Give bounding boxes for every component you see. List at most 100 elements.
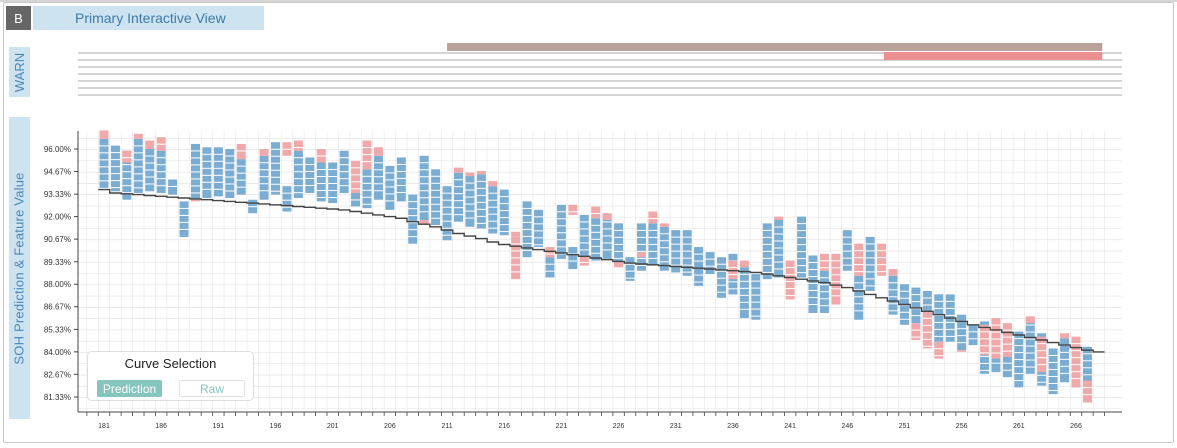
feature-bar-186[interactable] [156, 150, 166, 193]
deviation-bar-224[interactable] [591, 206, 601, 219]
feature-bar-239[interactable] [762, 223, 772, 280]
feature-bar-232[interactable] [682, 230, 692, 276]
deviation-bar-225[interactable] [602, 213, 612, 221]
feature-bar-227[interactable] [625, 257, 635, 281]
feature-bar-246[interactable] [842, 230, 852, 271]
feature-bar-249[interactable] [877, 243, 887, 276]
deviation-bar-230[interactable] [659, 223, 669, 227]
deviation-bar-236[interactable] [728, 260, 738, 280]
feature-bar-195[interactable] [259, 155, 269, 200]
deviation-bar-198[interactable] [293, 140, 303, 151]
deviation-bar-209[interactable] [419, 220, 429, 226]
feature-bar-203[interactable] [351, 192, 361, 207]
deviation-bar-228[interactable] [636, 252, 646, 258]
feature-bar-254[interactable] [934, 294, 944, 342]
feature-bar-237[interactable] [739, 267, 749, 319]
feature-bar-242[interactable] [797, 216, 807, 278]
deviation-bar-189[interactable] [190, 199, 200, 202]
feature-bar-198[interactable] [293, 150, 303, 199]
feature-bar-192[interactable] [225, 149, 235, 199]
feature-bar-200[interactable] [316, 162, 326, 202]
deviation-bar-214[interactable] [476, 170, 486, 175]
feature-bar-229[interactable] [648, 223, 658, 266]
feature-bar-182[interactable] [110, 145, 120, 192]
deviation-bar-185[interactable] [145, 140, 155, 149]
feature-bar-208[interactable] [408, 194, 418, 244]
feature-bar-187[interactable] [168, 179, 178, 195]
deviation-bar-183[interactable] [122, 150, 132, 163]
feature-bar-247[interactable] [854, 275, 864, 320]
feature-bar-193[interactable] [236, 159, 246, 195]
feature-bar-228[interactable] [636, 223, 646, 271]
feature-bar-223[interactable] [579, 214, 589, 256]
feature-bar-248[interactable] [865, 236, 875, 292]
feature-bar-243[interactable] [808, 255, 818, 313]
deviation-bar-197[interactable] [282, 142, 292, 156]
deviation-bar-229[interactable] [648, 211, 658, 224]
deviation-bar-259[interactable] [991, 318, 1001, 359]
feature-bar-190[interactable] [202, 147, 212, 199]
deviation-bar-250[interactable] [888, 269, 898, 276]
deviation-bar-195[interactable] [259, 149, 269, 156]
deviation-bar-203[interactable] [351, 160, 361, 193]
deviation-bar-217[interactable] [511, 231, 521, 237]
deviation-bar-252[interactable] [911, 323, 921, 341]
feature-bar-184[interactable] [133, 138, 143, 193]
feature-bar-230[interactable] [659, 226, 669, 271]
deviation-bar-184[interactable] [133, 133, 143, 139]
deviation-bar-266[interactable] [1071, 336, 1081, 388]
feature-bar-206[interactable] [385, 165, 395, 210]
deviation-bar-212[interactable] [453, 167, 463, 173]
deviation-bar-181[interactable] [99, 130, 109, 139]
deviation-bar-253[interactable] [922, 311, 932, 349]
deviation-bar-200[interactable] [316, 149, 326, 163]
feature-bar-250[interactable] [888, 275, 898, 315]
feature-bar-204[interactable] [362, 169, 372, 209]
feature-bar-207[interactable] [396, 157, 406, 202]
deviation-bar-256[interactable] [957, 350, 967, 352]
deviation-bar-265[interactable] [1060, 333, 1070, 339]
feature-bar-217[interactable] [511, 236, 521, 280]
deviation-bar-213[interactable] [465, 172, 475, 177]
feature-bar-245[interactable] [831, 253, 841, 305]
deviation-bar-186[interactable] [156, 137, 166, 151]
deviation-bar-222[interactable] [568, 204, 578, 215]
feature-bar-219[interactable] [534, 209, 544, 248]
feature-bar-209[interactable] [419, 155, 429, 221]
deviation-bar-215[interactable] [488, 181, 498, 187]
feature-bar-221[interactable] [556, 204, 566, 259]
feature-bar-202[interactable] [339, 150, 349, 193]
feature-bar-199[interactable] [305, 157, 315, 193]
feature-bar-262[interactable] [1025, 318, 1035, 374]
deviation-bar-193[interactable] [236, 143, 246, 160]
feature-bar-231[interactable] [671, 230, 681, 273]
feature-bar-234[interactable] [705, 252, 715, 275]
feature-bar-252[interactable] [911, 287, 921, 324]
feature-bar-213[interactable] [465, 176, 475, 227]
feature-bar-201[interactable] [328, 162, 338, 204]
feature-bar-240[interactable] [774, 220, 784, 278]
feature-bar-224[interactable] [591, 218, 601, 261]
feature-bar-196[interactable] [271, 142, 281, 195]
feature-bar-257[interactable] [968, 324, 978, 346]
feature-bar-220[interactable] [545, 257, 555, 278]
deviation-bar-263[interactable] [1037, 336, 1047, 373]
feature-bar-233[interactable] [694, 247, 704, 286]
deviation-bar-226[interactable] [614, 262, 624, 268]
feature-bar-205[interactable] [373, 155, 383, 200]
feature-bar-211[interactable] [442, 186, 452, 241]
deviation-bar-240[interactable] [774, 216, 784, 221]
feature-bar-191[interactable] [213, 147, 223, 197]
deviation-bar-260[interactable] [1002, 323, 1012, 357]
feature-bar-225[interactable] [602, 214, 612, 259]
deviation-bar-237[interactable] [739, 260, 749, 268]
feature-bar-210[interactable] [431, 169, 441, 226]
feature-bar-256[interactable] [957, 314, 967, 351]
feature-bar-235[interactable] [717, 257, 727, 298]
feature-bar-222[interactable] [568, 247, 578, 270]
feature-bar-241[interactable] [785, 260, 795, 300]
deviation-bar-244[interactable] [819, 253, 829, 271]
feature-bar-215[interactable] [488, 186, 498, 234]
deviation-bar-204[interactable] [362, 140, 372, 170]
deviation-bar-205[interactable] [373, 147, 383, 156]
